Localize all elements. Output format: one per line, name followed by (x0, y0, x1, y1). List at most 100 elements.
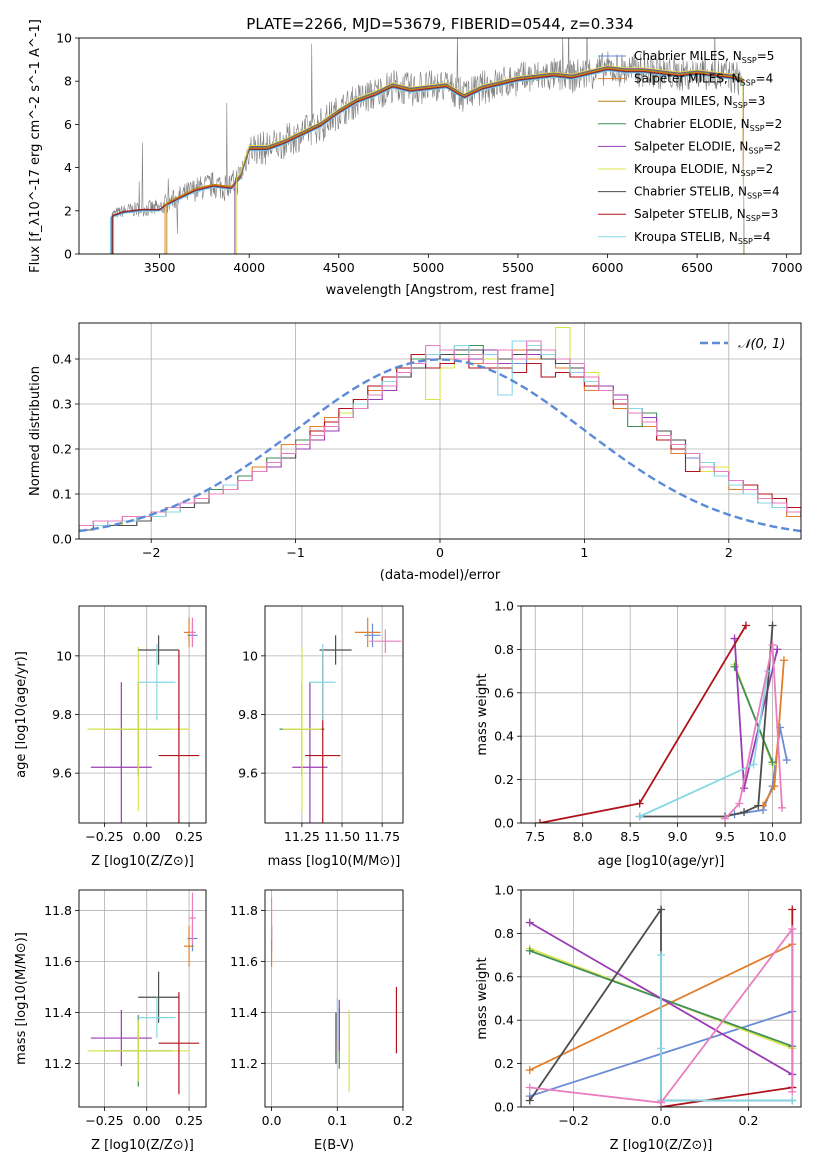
y-tick-label: 8 (64, 74, 72, 89)
error-bar-point (354, 617, 381, 648)
x-tick-label: 0.00 (133, 1113, 161, 1128)
x-tick-label: 11.25 (284, 829, 320, 844)
x-tick-label: 0 (436, 545, 444, 560)
legend-entry: Chabrier MILES, NSSP=5 (634, 49, 774, 65)
x-tick-label: 11.75 (364, 829, 400, 844)
error-bar-point (138, 997, 176, 1039)
x-tick-label: 0.2 (393, 1113, 413, 1128)
model-spectrum-line (234, 66, 745, 254)
x-tick-label: 9.0 (668, 829, 688, 844)
y-tick-label: 1.0 (494, 883, 514, 898)
y-tick-label: 0.4 (494, 729, 514, 744)
x-tick-label: 5500 (502, 260, 534, 275)
x-tick-label: 0.25 (175, 1113, 203, 1128)
y-tick-label: 0.8 (494, 926, 514, 941)
normal-curve-line (79, 358, 801, 533)
weight-point-marker (525, 1096, 534, 1105)
model-spectrum-line (236, 65, 745, 254)
x-axis-label: age [log10(age/yr)] (598, 854, 725, 869)
y-axis-label: age [log10(age/yr)] (14, 651, 29, 778)
x-tick-label: 6500 (681, 260, 713, 275)
weight-point-marker (741, 621, 750, 630)
error-bar-point (189, 892, 196, 944)
x-tick-label: 9.5 (715, 829, 735, 844)
panel-age_vs_mass: 11.25 11.50 11.75 9.6 9.8 10 mass [log10(M/M⊙)… (238, 605, 404, 869)
legend-entry: Salpeter MILES, NSSP=4 (634, 72, 773, 88)
y-axis-label: Normed distribution (28, 366, 43, 496)
error-bar-point (138, 971, 179, 1023)
error-bar-point (138, 644, 176, 721)
weight-point-marker (768, 758, 777, 767)
y-tick-label: 10 (56, 648, 72, 663)
axes-frame (78, 605, 207, 824)
axes-frame (264, 889, 404, 1108)
weight-point-marker (525, 918, 534, 927)
weight-point-marker (788, 1087, 797, 1096)
y-tick-label: 0.6 (494, 969, 514, 984)
y-tick-label: 0.1 (52, 487, 72, 502)
panel-mass_weight_vs_Z: −0.2 0.0 0.2 0.0 0.2 0.4 0.6 0.8 1.0 Z [log10(Z/Z… (475, 883, 802, 1153)
weight-point-marker (778, 803, 787, 812)
legend-entry: Kroupa MILES, NSSP=3 (634, 94, 765, 110)
axes-frame (78, 889, 207, 1108)
weight-series-line (529, 926, 794, 1104)
error-bar-point (282, 647, 322, 812)
y-tick-label: 0.0 (52, 532, 72, 547)
error-bar-point (138, 635, 179, 665)
histogram-series (79, 353, 801, 527)
legend-entry: Chabrier STELIB, NSSP=4 (634, 185, 780, 201)
histogram-series (79, 344, 801, 531)
y-tick-label: 0.2 (494, 1056, 514, 1071)
x-axis-label: mass [log10(M/M⊙)] (268, 854, 401, 869)
y-tick-label: 0.2 (494, 772, 514, 787)
weight-point-marker (770, 782, 779, 791)
y-tick-label: 2 (64, 203, 72, 218)
plot-area (87, 892, 200, 1095)
y-axis-label: mass weight (475, 673, 490, 755)
model-spectrum-line (109, 70, 745, 254)
plot-area (109, 38, 745, 254)
y-tick-label: 0.0 (494, 816, 514, 831)
y-tick-label: 11.8 (230, 903, 258, 918)
x-tick-label: 1 (580, 545, 588, 560)
weight-point-marker (635, 812, 644, 821)
panel-mass_weight_vs_age: 7.5 8.0 8.5 9.0 9.5 10.0 0.0 0.2 0.4 0.6 0.8 1.0 age… (475, 599, 802, 869)
y-tick-label: 11.6 (44, 954, 72, 969)
x-tick-label: 0.0 (262, 1113, 282, 1128)
weight-point-marker (773, 645, 782, 654)
y-tick-label: 0.0 (494, 1100, 514, 1115)
legend-entry: Chabrier ELODIE, NSSP=2 (634, 117, 782, 133)
error-bar-point (319, 635, 352, 665)
x-axis-label: Z [log10(Z/Z⊙)] (610, 1138, 713, 1153)
y-axis-label: mass weight (475, 957, 490, 1039)
weight-point-marker (525, 946, 534, 955)
weight-series-line (724, 644, 783, 820)
weight-point-marker (635, 799, 644, 808)
legend-entry: Salpeter ELODIE, NSSP=2 (634, 139, 781, 155)
weight-point-marker (657, 1044, 665, 1053)
plot-area (87, 617, 200, 823)
weight-point-marker (788, 905, 797, 914)
error-bar-point (87, 1020, 190, 1082)
x-axis-label: (data-model)/error (380, 568, 501, 583)
error-bar-point (158, 649, 200, 823)
x-tick-label: 4000 (233, 260, 265, 275)
y-tick-label: 9.8 (52, 707, 72, 722)
model-spectrum-line (110, 69, 745, 254)
weight-point-marker (525, 1083, 534, 1092)
error-bar-point (183, 925, 195, 967)
x-axis-label: E(B-V) (314, 1138, 354, 1153)
y-tick-label: 0.3 (52, 397, 72, 412)
axes-frame (264, 605, 404, 824)
x-axis-label: Z [log10(Z/Z⊙)] (91, 1138, 194, 1153)
legend-entry: 𝒩(0, 1) (738, 337, 785, 352)
panel-residuals: −2 −1 0 1 2 0.0 0.1 0.2 0.3 0.4 (data-model)/error… (28, 322, 802, 583)
x-tick-label: 4500 (323, 260, 355, 275)
histogram-series (79, 340, 801, 527)
x-tick-label: 5000 (412, 260, 444, 275)
axes-frame (520, 889, 802, 1108)
error-bar-point (309, 644, 336, 721)
panel-spectrum: 3500 4000 4500 5000 5500 6000 6500 7000 0 2 4 6 8 10 w… (28, 19, 803, 298)
x-tick-label: 7.5 (525, 829, 545, 844)
axes-frame (520, 605, 802, 824)
